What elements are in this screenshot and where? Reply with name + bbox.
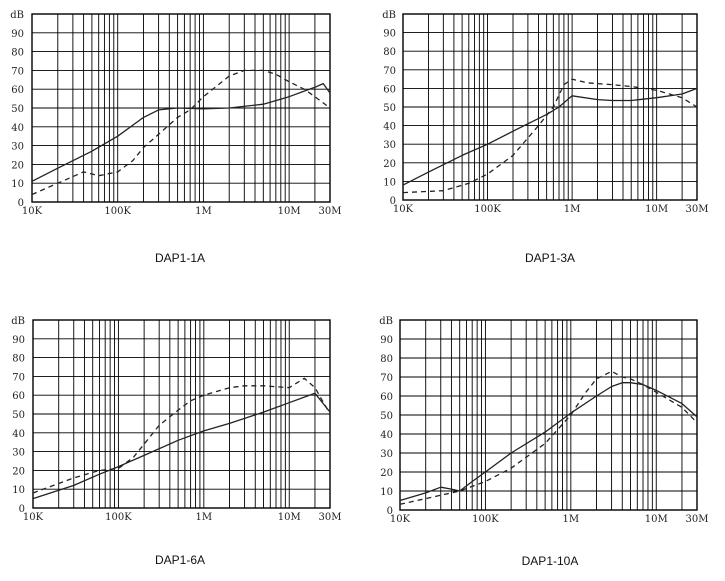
y-tick-label: 70 (11, 66, 24, 77)
x-tick-label: 100K (104, 206, 131, 217)
y-tick-label: 70 (383, 66, 396, 77)
y-tick-label: 70 (380, 373, 393, 384)
plot-frame (399, 319, 698, 511)
grid (33, 320, 330, 508)
y-tick-label: 0 (18, 198, 24, 209)
x-tick-label: 100K (105, 512, 132, 523)
y-tick-label: 0 (19, 504, 25, 515)
y-tick-label: 90 (383, 29, 396, 40)
chart-panel-dap1-6a: 0 10 20 30 40 50 60 70 80 90 dB 10K 100K 1M 10M 30M DAP1… (11, 316, 341, 567)
y-tick-label: 40 (380, 430, 393, 441)
x-tick-label: 1M (564, 204, 581, 215)
y-tick-label: 20 (11, 160, 24, 171)
series-line-solid (399, 382, 698, 502)
y-tick-label: 80 (11, 48, 24, 59)
y-tick-label: 40 (11, 123, 24, 134)
series-line-dashed (402, 78, 698, 194)
y-tick-label: 80 (12, 354, 25, 365)
x-tick-label: 30M (319, 206, 342, 217)
y-tick-label: 30 (11, 142, 24, 153)
y-tick-label: 30 (380, 449, 393, 460)
series-line-solid (31, 82, 331, 182)
y-tick-label: 80 (383, 47, 396, 58)
series-line-dashed (32, 377, 331, 494)
y-tick-label: 80 (380, 354, 393, 365)
y-tick-label: 30 (383, 140, 396, 151)
grid (400, 320, 697, 510)
x-tick-label: 10M (645, 514, 668, 525)
y-tick-label: 40 (383, 122, 396, 133)
x-tick-label: 30M (686, 514, 709, 525)
y-tick-label: 30 (12, 448, 25, 459)
chart-panel-dap1-1a: 0 10 20 30 40 50 60 70 80 90 dB 10K 100K 1M 10M 30M DAP1… (10, 10, 341, 265)
y-tick-label: 50 (11, 104, 24, 115)
y-tick-label: 60 (12, 391, 25, 402)
y-tick-label: 10 (380, 487, 393, 498)
y-tick-label: 60 (380, 392, 393, 403)
x-tick-label: 1M (196, 512, 213, 523)
x-tick-label: 100K (472, 514, 499, 525)
y-tick-label: 50 (380, 411, 393, 422)
x-tick-label: 10K (23, 512, 44, 523)
series-line-solid (402, 87, 698, 186)
grid (403, 14, 697, 200)
x-tick-label: 10M (645, 204, 668, 215)
y-tick-label: dB (379, 316, 393, 327)
y-tick-label: dB (10, 10, 24, 21)
y-tick-label: dB (11, 316, 25, 327)
y-tick-label: 60 (383, 84, 396, 95)
x-tick-label: 10K (393, 204, 414, 215)
y-tick-label: 0 (387, 506, 393, 517)
x-tick-label: 10M (278, 512, 301, 523)
y-tick-label: 90 (11, 29, 24, 40)
y-tick-label: 60 (11, 85, 24, 96)
x-tick-label: 10K (390, 514, 411, 525)
x-tick-label: 1M (563, 514, 580, 525)
y-tick-label: 70 (12, 372, 25, 383)
x-tick-label: 30M (686, 204, 709, 215)
chart-caption: DAP1-1A (155, 251, 205, 265)
chart-caption: DAP1-3A (525, 251, 575, 265)
series-line-dashed (399, 370, 698, 505)
x-tick-label: 30M (319, 512, 342, 523)
y-tick-label: dB (382, 10, 396, 21)
y-tick-label: 90 (12, 335, 25, 346)
y-tick-label: 0 (390, 196, 396, 207)
chart-panel-dap1-3a: 0 10 20 30 40 50 60 70 80 90 dB 10K 100K 1M 10M 30M DAP1… (382, 10, 708, 265)
x-tick-label: 100K (474, 204, 501, 215)
y-tick-label: 10 (11, 179, 24, 190)
series-line-solid (32, 392, 331, 500)
x-tick-label: 10M (278, 206, 301, 217)
y-tick-label: 10 (12, 485, 25, 496)
chart-panel-dap1-10a: 0 10 20 30 40 50 60 70 80 90 dB 10K 100K 1M 10M 30M DAP1… (379, 316, 708, 568)
y-tick-label: 20 (12, 466, 25, 477)
y-tick-label: 50 (383, 103, 396, 114)
y-tick-label: 20 (383, 159, 396, 170)
chart-caption: DAP1-10A (522, 554, 579, 568)
y-tick-label: 50 (12, 410, 25, 421)
x-tick-label: 1M (195, 206, 212, 217)
y-tick-label: 90 (380, 335, 393, 346)
y-tick-label: 40 (12, 429, 25, 440)
y-tick-label: 10 (383, 177, 396, 188)
y-tick-label: 20 (380, 468, 393, 479)
x-tick-label: 10K (22, 206, 43, 217)
chart-caption: DAP1-6A (155, 553, 205, 567)
